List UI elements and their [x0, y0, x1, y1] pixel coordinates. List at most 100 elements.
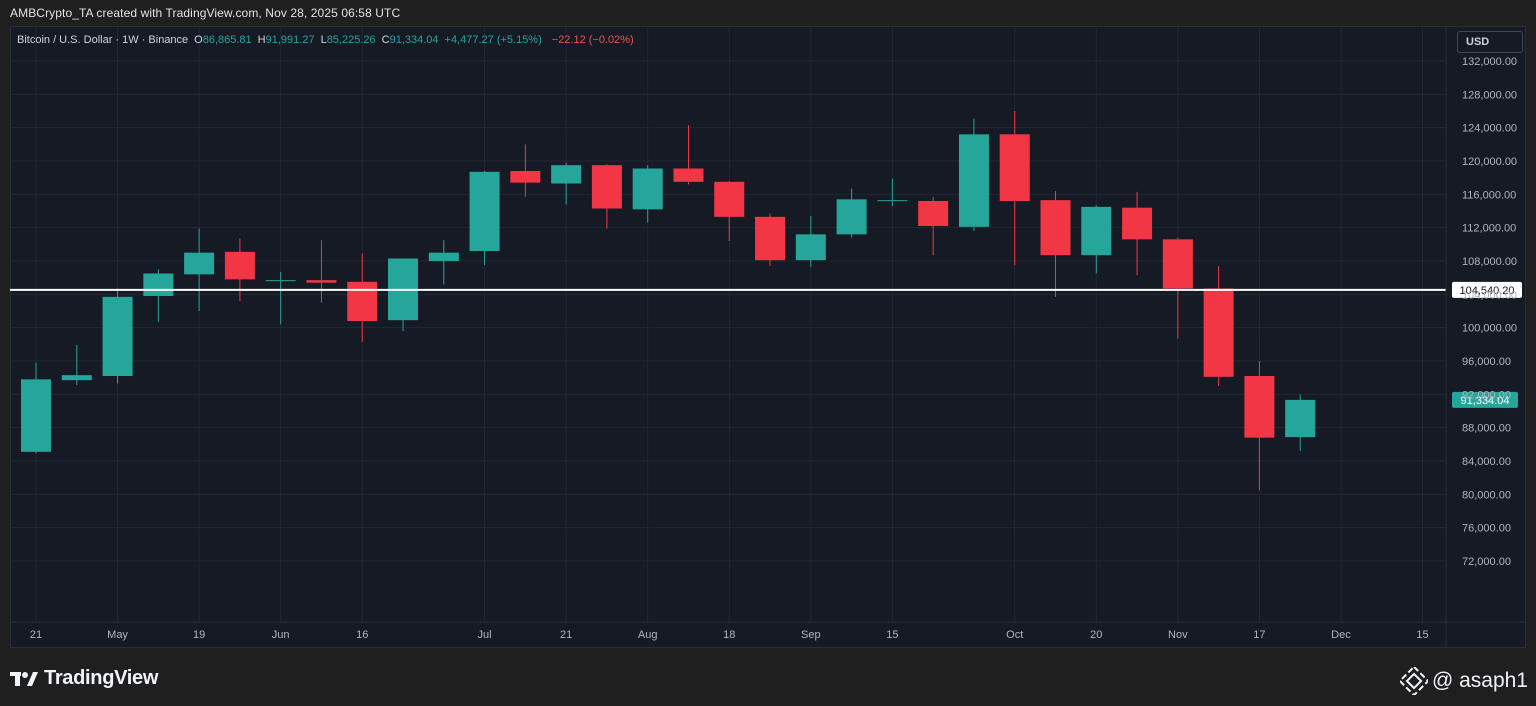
candle[interactable] [551, 162, 582, 205]
support-level-line: 104,540.20 91,334.04 [10, 281, 1522, 408]
time-tick-label: Jul [478, 629, 492, 641]
time-tick-label: Oct [1006, 629, 1023, 641]
candle[interactable] [958, 118, 989, 232]
price-tick-label: 124,000.00 [1462, 123, 1517, 135]
candles [21, 111, 1316, 491]
level-price-tag [1452, 281, 1522, 298]
candle-body [265, 280, 296, 282]
candle-body [428, 252, 459, 261]
time-tick-label: 17 [1253, 629, 1265, 641]
candle-body [632, 168, 663, 210]
candle[interactable] [1203, 266, 1234, 386]
candlestick-chart[interactable]: 104,540.20 91,334.04 72,000.00 76,000.00 80… [10, 26, 1526, 648]
candle-body [306, 280, 337, 283]
candle[interactable] [877, 178, 908, 207]
candle-body [61, 375, 92, 381]
currency-button[interactable]: USD [1457, 31, 1523, 53]
candle-body [1040, 200, 1071, 256]
time-tick-label: 21 [560, 629, 572, 641]
price-tick-label: 88,000.00 [1462, 423, 1511, 435]
time-tick-label: 15 [886, 629, 898, 641]
level-price-label: 104,540.20 [1459, 285, 1514, 297]
low-value: 85,225.26 [326, 34, 376, 46]
candle[interactable] [1040, 191, 1071, 297]
time-axis[interactable]: 21 May 19 Jun 16 Jul 21 Aug 18 Sep 15 Oct 20 Nov 17 Dec… [10, 621, 1526, 641]
time-tick-label: Sep [801, 629, 821, 641]
high-value: 91,991.27 [265, 34, 315, 46]
candle[interactable] [184, 228, 215, 312]
candle[interactable] [388, 258, 419, 332]
price-tick-label: 100,000.00 [1462, 323, 1517, 335]
candle[interactable] [428, 240, 459, 285]
candle[interactable] [795, 216, 826, 267]
time-tick-label: May [107, 629, 128, 641]
candle-body [551, 165, 582, 184]
chart-panel[interactable] [10, 26, 1526, 648]
candle[interactable] [510, 144, 541, 197]
tradingview-logo-icon [10, 671, 38, 686]
price-tick-label: 76,000.00 [1462, 523, 1511, 535]
price-tick-label: 108,000.00 [1462, 256, 1517, 268]
last-price-label: 91,334.04 [1461, 395, 1510, 407]
candle[interactable] [265, 271, 296, 325]
candle-body [877, 200, 908, 202]
candle[interactable] [836, 188, 867, 238]
candle[interactable] [306, 240, 337, 303]
candle[interactable] [714, 181, 745, 241]
candle[interactable] [918, 196, 949, 256]
candle-body [510, 171, 541, 183]
change-value: +4,477.27 (+5.15%) [444, 34, 542, 46]
author-handle: @ asaph1 [1431, 669, 1528, 692]
candle[interactable] [1285, 394, 1316, 451]
candle[interactable] [632, 165, 663, 223]
price-tick-label: 72,000.00 [1462, 556, 1511, 568]
candle-body [184, 252, 215, 275]
time-tick-label: Nov [1168, 629, 1188, 641]
candle[interactable] [755, 213, 786, 267]
time-tick-label: 16 [356, 629, 368, 641]
candle-body [591, 165, 622, 209]
time-tick-label: 19 [193, 629, 205, 641]
author-watermark: @ asaph1 [1399, 667, 1528, 695]
candle[interactable] [469, 171, 500, 266]
ohlc-legend: Bitcoin / U.S. Dollar · 1W · Binance O 86… [17, 34, 634, 46]
candle[interactable] [1244, 361, 1275, 491]
candle-body [143, 273, 174, 296]
price-tick-label: 84,000.00 [1462, 456, 1511, 468]
candle[interactable] [347, 253, 378, 342]
candle[interactable] [673, 125, 704, 185]
candle[interactable] [1081, 205, 1112, 274]
price-tick-label: 92,000.00 [1462, 389, 1511, 401]
candle-body [1081, 206, 1112, 256]
high-label: H [257, 34, 266, 46]
candle-body [714, 181, 745, 217]
candle-body [999, 134, 1030, 201]
symbol-label[interactable]: Bitcoin / U.S. Dollar · 1W · Binance [17, 34, 189, 46]
candle[interactable] [1162, 237, 1193, 339]
price-axis[interactable]: 72,000.00 76,000.00 80,000.00 84,000.00 88,0… [1445, 26, 1517, 648]
candle-body [1285, 399, 1316, 438]
candle-body [1122, 207, 1153, 240]
open-value: 86,865.81 [202, 34, 252, 46]
time-tick-label: Dec [1331, 629, 1351, 641]
candle[interactable] [591, 164, 622, 229]
open-label: O [194, 34, 203, 46]
candle[interactable] [102, 288, 133, 384]
last-price-tag [1452, 391, 1518, 408]
time-tick-label: 18 [723, 629, 735, 641]
low-label: L [320, 34, 327, 46]
candle[interactable] [61, 345, 92, 386]
candle[interactable] [143, 269, 174, 322]
price-tick-label: 96,000.00 [1462, 356, 1511, 368]
candle-body [469, 171, 500, 251]
candle[interactable] [21, 362, 51, 454]
candle-body [21, 379, 51, 452]
price-tick-label: 116,000.00 [1462, 189, 1516, 201]
candle-body [224, 251, 255, 280]
candle-body [1203, 288, 1234, 377]
candle[interactable] [1122, 191, 1153, 276]
candle-body [795, 234, 826, 261]
chart-caption: AMBCrypto_TA created with TradingView.co… [10, 6, 401, 20]
candle[interactable] [999, 111, 1030, 266]
candle[interactable] [224, 238, 255, 302]
